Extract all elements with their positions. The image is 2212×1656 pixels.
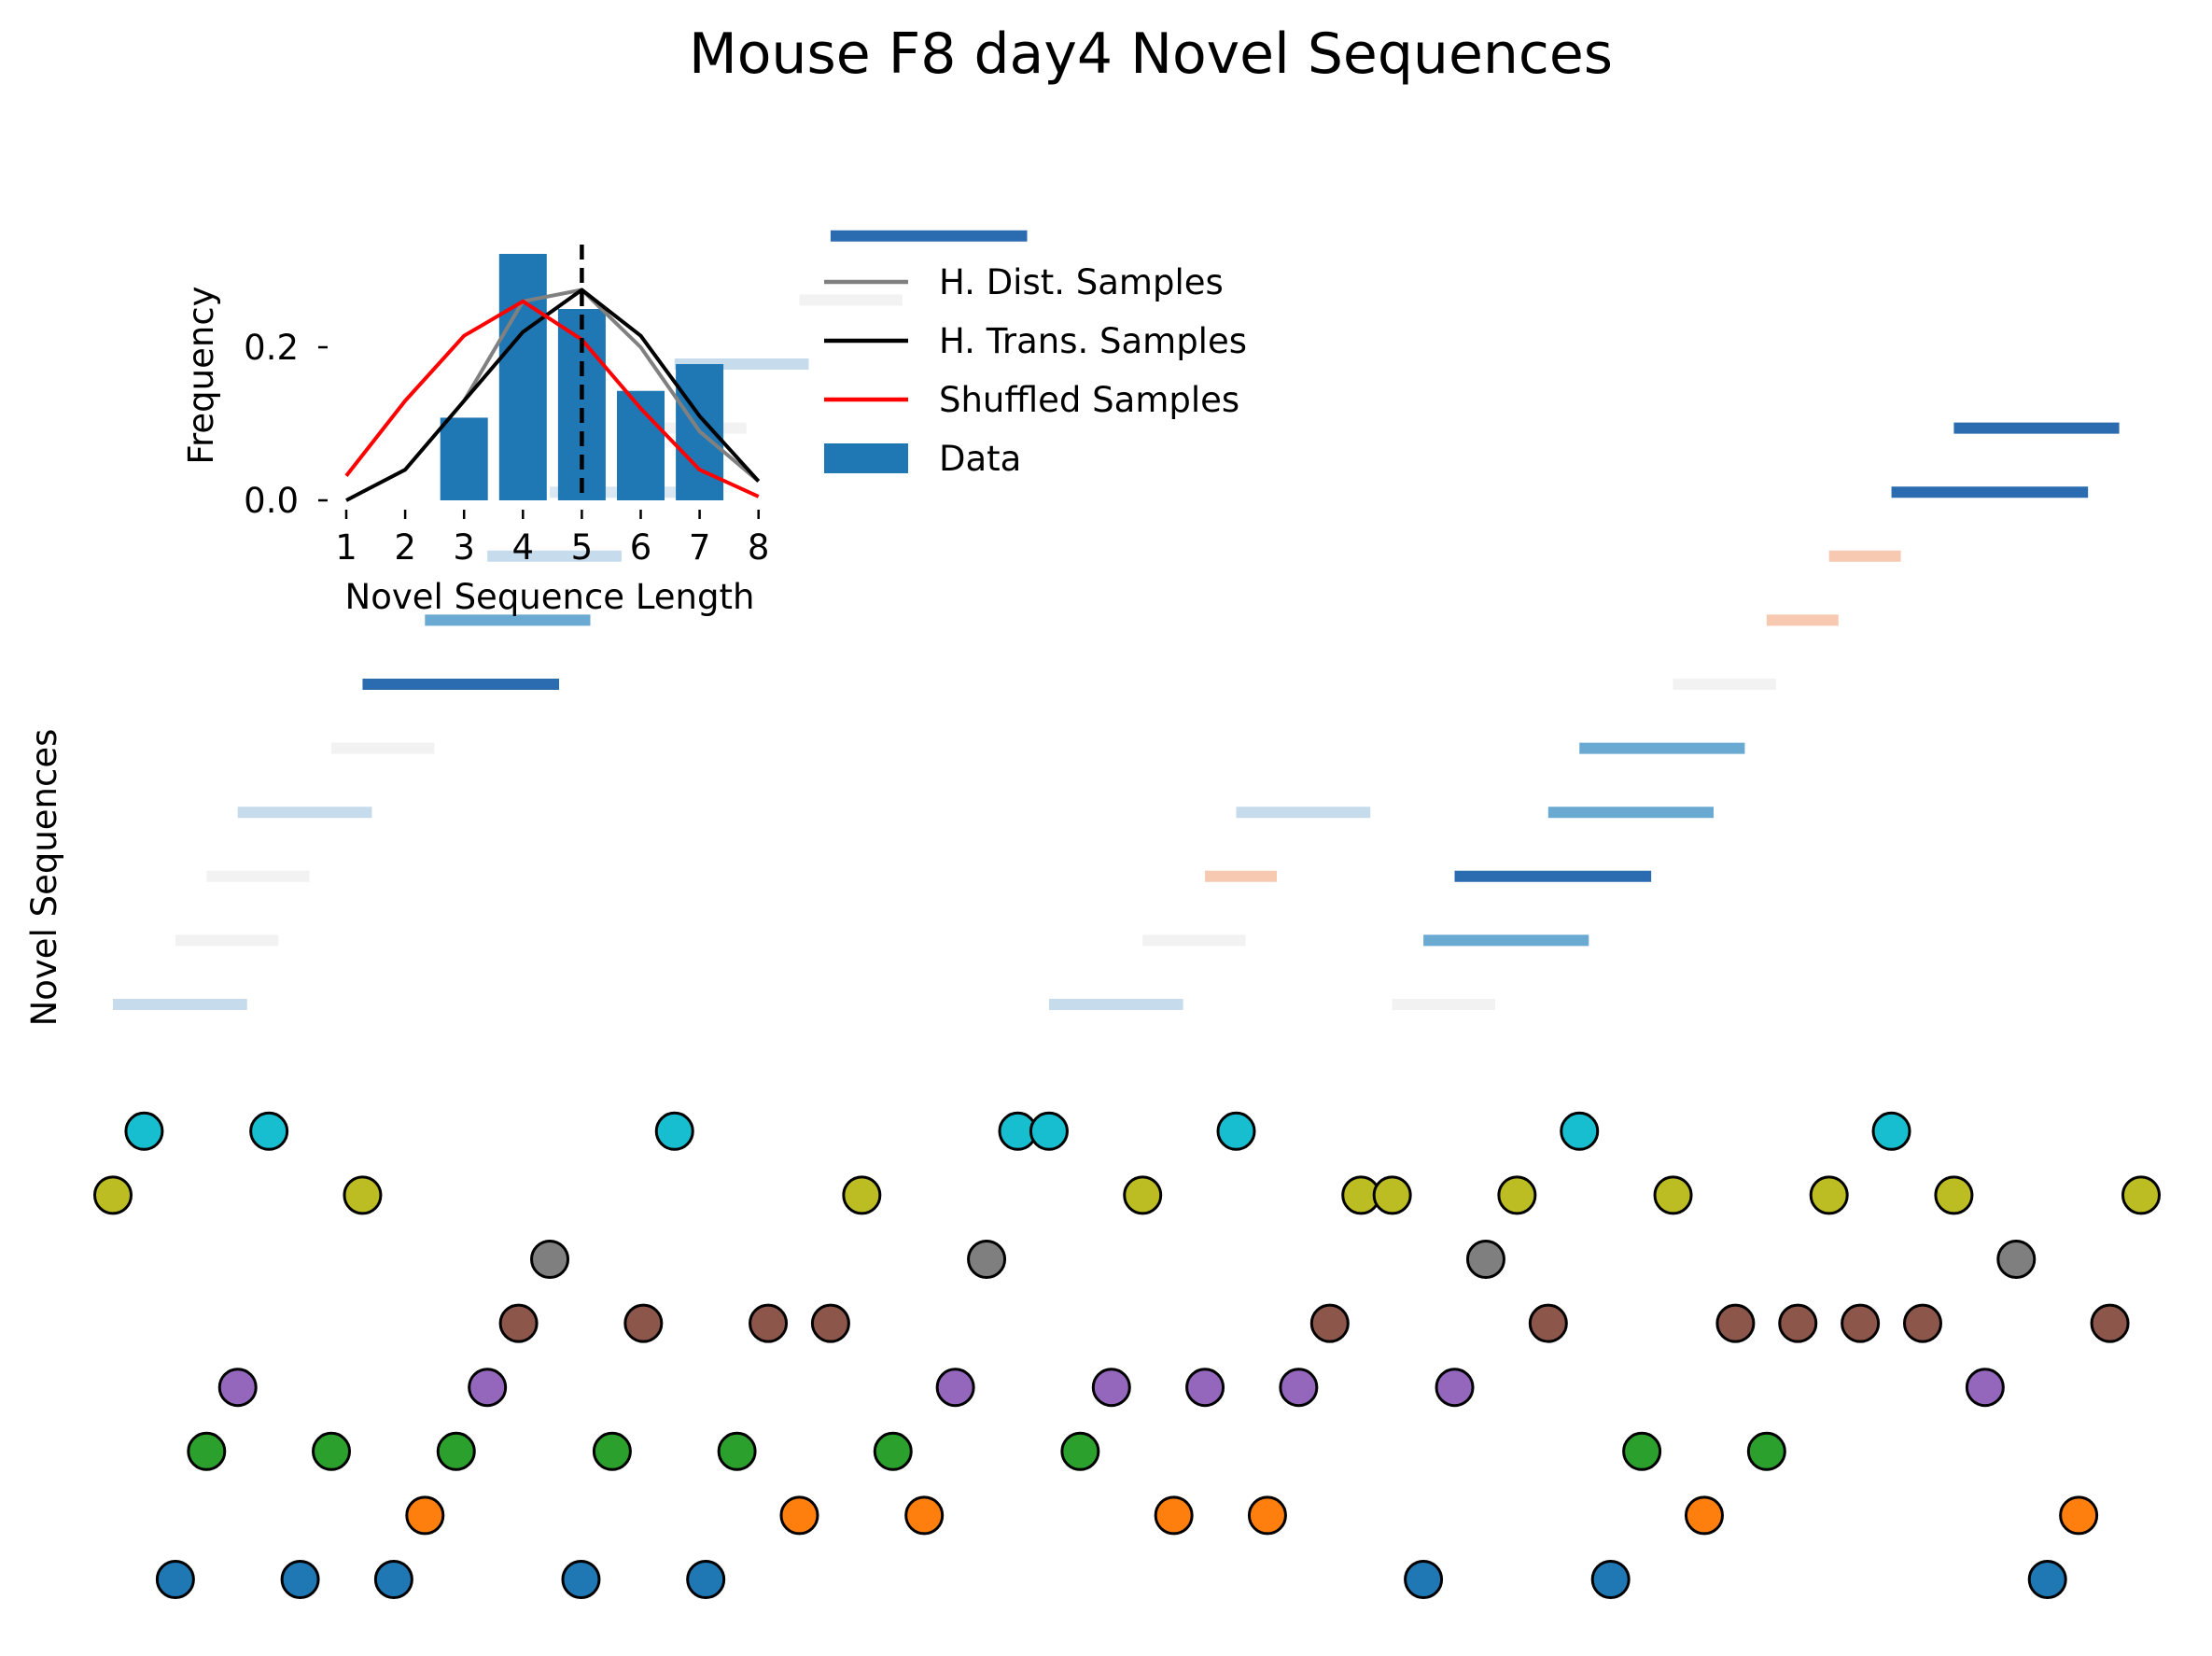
inset-x-axis-label: Novel Sequence Length bbox=[345, 577, 755, 617]
dot-row7-4 bbox=[1029, 1111, 1069, 1151]
dot-row0-0 bbox=[155, 1560, 195, 1599]
dot-row5-1 bbox=[967, 1240, 1007, 1279]
dot-row2-3 bbox=[592, 1431, 632, 1471]
dot-row7-2 bbox=[654, 1111, 694, 1151]
legend-label-1: H. Trans. Samples bbox=[939, 321, 1247, 361]
dot-row2-7 bbox=[1622, 1431, 1662, 1471]
dot-row4-4 bbox=[1309, 1303, 1350, 1343]
dot-row2-8 bbox=[1746, 1431, 1786, 1471]
inset-axes: 1 2 3 4 5 6 7 8 0.0 0.2 bbox=[244, 328, 769, 568]
dot-row5-0 bbox=[530, 1240, 570, 1279]
inset-xtick-label-8: 8 bbox=[748, 527, 770, 568]
inset-xtick-label-3: 3 bbox=[453, 527, 475, 568]
dot-row4-5 bbox=[1528, 1303, 1568, 1343]
inset-ytick-label-1: 0.2 bbox=[244, 328, 299, 368]
dot-row2-0 bbox=[187, 1431, 227, 1471]
inset-series-1 bbox=[345, 288, 761, 502]
dot-row3-6 bbox=[1435, 1368, 1475, 1408]
inset-ytick-label-0: 0.0 bbox=[244, 481, 299, 521]
dot-row4-8 bbox=[1841, 1303, 1881, 1343]
dot-row3-2 bbox=[935, 1368, 975, 1408]
inset-xtick-label-4: 4 bbox=[512, 527, 535, 568]
dot-row6-7 bbox=[1653, 1175, 1693, 1215]
inset-series-0 bbox=[462, 288, 760, 484]
inset-bar-4 bbox=[498, 253, 547, 500]
dot-row6-0 bbox=[93, 1175, 133, 1215]
dot-row1-0 bbox=[405, 1495, 445, 1536]
legend-label-0: H. Dist. Samples bbox=[939, 262, 1224, 302]
dot-row4-7 bbox=[1778, 1303, 1818, 1343]
dot-row1-6 bbox=[2059, 1495, 2099, 1536]
inset-xtick-label-2: 2 bbox=[394, 527, 416, 568]
dot-row3-4 bbox=[1185, 1368, 1225, 1408]
dot-row0-4 bbox=[686, 1560, 726, 1599]
dot-row0-1 bbox=[280, 1560, 320, 1599]
dot-row1-5 bbox=[1684, 1495, 1724, 1536]
dot-row4-9 bbox=[1902, 1303, 1942, 1343]
dot-row4-0 bbox=[498, 1303, 539, 1343]
dot-row3-0 bbox=[217, 1368, 258, 1408]
inset-xtick-label-6: 6 bbox=[630, 527, 652, 568]
dot-row0-3 bbox=[561, 1560, 601, 1599]
dot-row7-0 bbox=[124, 1111, 164, 1151]
y-axis-label: Novel Sequences bbox=[24, 729, 64, 1027]
dot-row0-2 bbox=[373, 1560, 413, 1599]
dot-row3-3 bbox=[1091, 1368, 1131, 1408]
dot-row3-1 bbox=[468, 1368, 508, 1408]
dot-row0-5 bbox=[1404, 1560, 1444, 1599]
inset-bar-3 bbox=[440, 417, 488, 500]
dot-row4-6 bbox=[1715, 1303, 1756, 1343]
dot-row6-2 bbox=[842, 1175, 882, 1215]
legend-label-2: Shuffled Samples bbox=[939, 380, 1239, 420]
dot-row6-1 bbox=[343, 1175, 383, 1215]
dot-row6-5 bbox=[1372, 1175, 1412, 1215]
dot-row5-2 bbox=[1465, 1240, 1505, 1279]
dot-row3-5 bbox=[1279, 1368, 1319, 1408]
dot-row6-6 bbox=[1497, 1175, 1537, 1215]
legend: H. Dist. Samples H. Trans. Samples Shuffle… bbox=[824, 262, 1247, 479]
dot-row2-6 bbox=[1060, 1431, 1100, 1471]
event-dots bbox=[93, 1111, 2161, 1599]
dot-row4-1 bbox=[623, 1303, 664, 1343]
dot-row7-5 bbox=[1216, 1111, 1256, 1151]
dot-row3-7 bbox=[1965, 1368, 2005, 1408]
dot-row6-8 bbox=[1809, 1175, 1849, 1215]
dot-row6-10 bbox=[2121, 1175, 2161, 1215]
inset-xtick-label-1: 1 bbox=[335, 527, 357, 568]
dot-row0-6 bbox=[1590, 1560, 1631, 1599]
dot-row4-3 bbox=[810, 1303, 850, 1343]
dot-row1-3 bbox=[1154, 1495, 1194, 1536]
inset-xtick-label-7: 7 bbox=[689, 527, 711, 568]
legend-label-3: Data bbox=[939, 439, 1021, 479]
dot-row2-1 bbox=[312, 1431, 352, 1471]
dot-row6-3 bbox=[1123, 1175, 1163, 1215]
dot-row4-2 bbox=[749, 1303, 789, 1343]
dot-row1-2 bbox=[904, 1495, 945, 1536]
dot-row7-6 bbox=[1560, 1111, 1600, 1151]
dot-row2-2 bbox=[436, 1431, 476, 1471]
dot-row0-7 bbox=[2027, 1560, 2067, 1599]
inset-histogram: 1 2 3 4 5 6 7 8 0.0 0.2 Novel Sequence Length Fre… bbox=[181, 245, 769, 617]
inset-xtick-label-5: 5 bbox=[571, 527, 594, 568]
dot-row4-10 bbox=[2090, 1303, 2130, 1343]
dot-row1-1 bbox=[779, 1495, 819, 1536]
chart-title: Mouse F8 day4 Novel Sequences bbox=[689, 21, 1613, 87]
inset-lines bbox=[344, 245, 761, 502]
inset-series-2 bbox=[344, 299, 760, 498]
dot-row2-4 bbox=[717, 1431, 757, 1471]
dot-row1-4 bbox=[1247, 1495, 1287, 1536]
dot-row6-9 bbox=[1934, 1175, 1974, 1215]
dot-row2-5 bbox=[873, 1431, 913, 1471]
dot-row7-7 bbox=[1871, 1111, 1911, 1151]
dot-row7-1 bbox=[249, 1111, 289, 1151]
novel-sequence-segments bbox=[113, 230, 2120, 1010]
legend-swatch-3 bbox=[824, 443, 908, 473]
dot-row5-3 bbox=[1996, 1240, 2037, 1279]
inset-y-axis-label: Frequency bbox=[181, 286, 221, 464]
